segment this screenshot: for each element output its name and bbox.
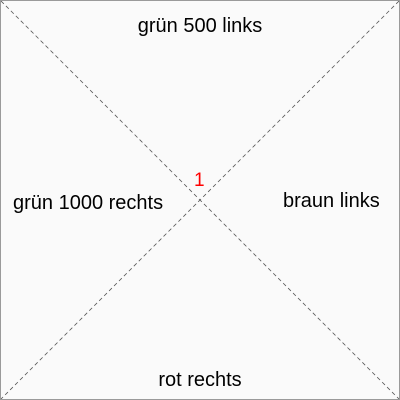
center-marker-number: 1: [194, 170, 205, 191]
top-label[interactable]: grün 500 links: [137, 15, 263, 37]
right-label[interactable]: braun links: [283, 190, 380, 212]
bottom-label[interactable]: rot rechts: [158, 369, 242, 391]
left-label[interactable]: grün 1000 rechts: [13, 192, 164, 214]
